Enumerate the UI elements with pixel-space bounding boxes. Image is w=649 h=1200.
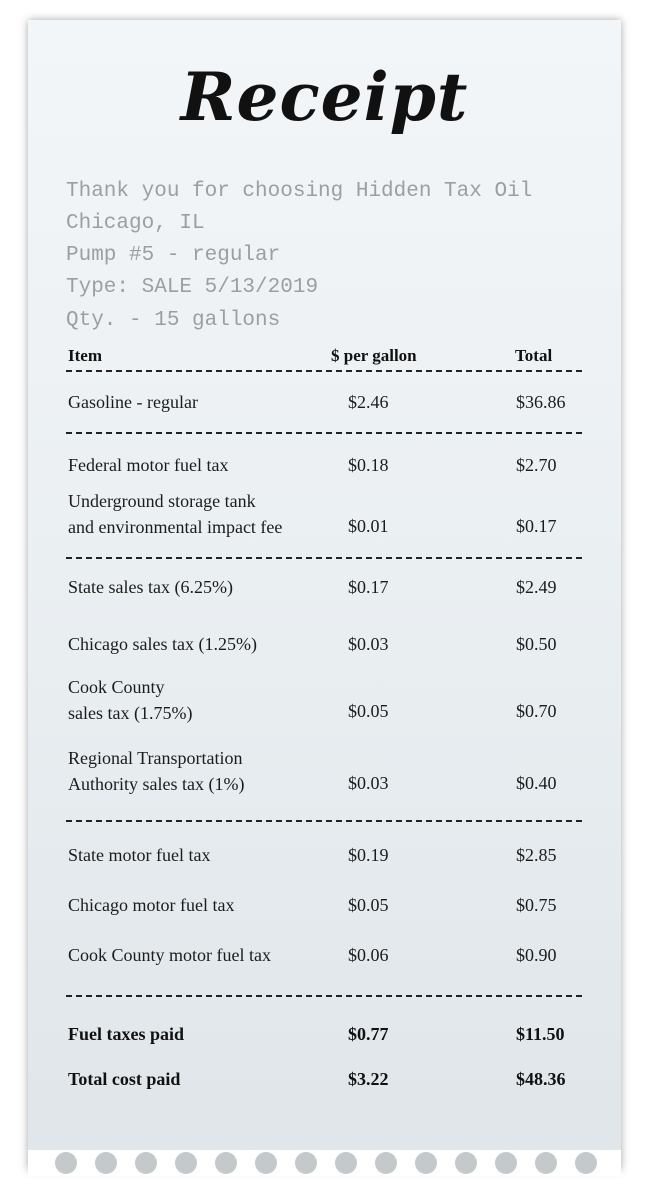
row-per-gallon: $0.03 <box>348 773 389 793</box>
row-per-gallon: $2.46 <box>348 392 389 412</box>
store-info-line: Thank you for choosing Hidden Tax Oil <box>66 180 533 203</box>
scallop-notch <box>95 1152 117 1174</box>
row-per-gallon: $0.01 <box>348 516 389 536</box>
pump-info: Pump #5 - regular <box>66 244 281 267</box>
row-total: $36.86 <box>516 392 566 412</box>
total-cost-total: $48.36 <box>516 1069 566 1089</box>
scallop-notch <box>575 1152 597 1174</box>
row-per-gallon: $0.18 <box>348 455 389 475</box>
scallop-notch <box>215 1152 237 1174</box>
row-total: $0.50 <box>516 634 557 654</box>
row-item: Chicago sales tax (1.25%) <box>68 634 257 654</box>
receipt-paper: Receipt Thank you for choosing Hidden Ta… <box>28 20 621 1170</box>
total-cost-per-gallon: $3.22 <box>348 1069 389 1089</box>
scallop-notch <box>455 1152 477 1174</box>
scallop-notch <box>175 1152 197 1174</box>
scallop-notch <box>55 1152 77 1174</box>
header-per-gallon: $ per gallon <box>331 346 417 365</box>
row-item: Chicago motor fuel tax <box>68 895 235 915</box>
row-total: $0.75 <box>516 895 557 915</box>
row-item-line2: sales tax (1.75%) <box>68 703 193 723</box>
scallop-notch <box>495 1152 517 1174</box>
row-item: Federal motor fuel tax <box>68 455 229 475</box>
row-per-gallon: $0.17 <box>348 577 389 597</box>
row-item-line1: Underground storage tank <box>68 491 256 511</box>
total-cost-label: Total cost paid <box>68 1069 181 1089</box>
row-item-line2: Authority sales tax (1%) <box>68 774 245 794</box>
scallop-notch <box>295 1152 317 1174</box>
row-total: $2.70 <box>516 455 557 475</box>
row-per-gallon: $0.05 <box>348 895 389 915</box>
row-item: Cook County motor fuel tax <box>68 945 271 965</box>
row-item-line1: Cook County <box>68 677 165 697</box>
row-total: $0.90 <box>516 945 557 965</box>
scallop-notch <box>535 1152 557 1174</box>
divider <box>66 820 582 822</box>
scallop-notch <box>335 1152 357 1174</box>
row-total: $0.70 <box>516 701 557 721</box>
header-item: Item <box>68 346 102 365</box>
row-item: State sales tax (6.25%) <box>68 577 233 597</box>
row-total: $2.49 <box>516 577 557 597</box>
row-per-gallon: $0.06 <box>348 945 389 965</box>
fuel-taxes-label: Fuel taxes paid <box>68 1024 185 1044</box>
row-per-gallon: $0.19 <box>348 845 389 865</box>
row-per-gallon: $0.03 <box>348 634 389 654</box>
row-total: $2.85 <box>516 845 557 865</box>
row-item-line1: Regional Transportation <box>68 748 243 768</box>
scallop-notch <box>415 1152 437 1174</box>
row-per-gallon: $0.05 <box>348 701 389 721</box>
store-location: Chicago, IL <box>66 212 205 235</box>
row-total: $0.40 <box>516 773 557 793</box>
receipt-title: Receipt <box>180 58 469 136</box>
divider <box>66 370 582 372</box>
header-total: Total <box>515 346 553 365</box>
row-item: Gasoline - regular <box>68 392 198 412</box>
fuel-taxes-total: $11.50 <box>516 1024 565 1044</box>
fuel-taxes-per-gallon: $0.77 <box>348 1024 389 1044</box>
quantity-info: Qty. - 15 gallons <box>66 309 281 332</box>
row-total: $0.17 <box>516 516 557 536</box>
torn-edge-background <box>28 1150 621 1176</box>
row-item: State motor fuel tax <box>68 845 211 865</box>
divider <box>66 432 582 434</box>
scallop-notch <box>135 1152 157 1174</box>
scallop-notch <box>375 1152 397 1174</box>
divider <box>66 557 582 559</box>
divider <box>66 995 582 997</box>
row-item-line2: and environmental impact fee <box>68 517 283 537</box>
scallop-notch <box>255 1152 277 1174</box>
transaction-type: Type: SALE 5/13/2019 <box>66 276 319 299</box>
